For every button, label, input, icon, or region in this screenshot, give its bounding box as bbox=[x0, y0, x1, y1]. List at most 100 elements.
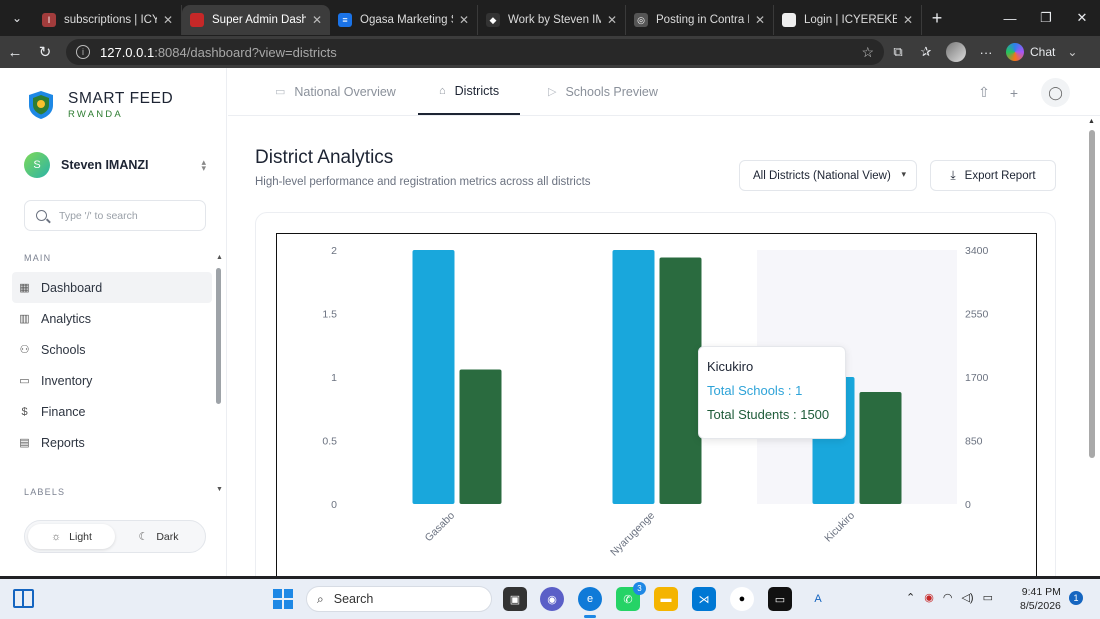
user-name: Steven IMANZI bbox=[61, 158, 149, 172]
browser-tab[interactable]: ◎ Posting in Contra Portfolio ✕ bbox=[626, 5, 774, 35]
wifi-icon[interactable]: ◠ bbox=[942, 592, 953, 604]
folder-icon: ▭ bbox=[19, 375, 30, 387]
browser-tab[interactable]: Login | ICYEREKEZO Club ✕ bbox=[774, 5, 922, 35]
sidebar-scrollbar[interactable]: ▲ ▼ bbox=[216, 254, 223, 498]
tab-label: National Overview bbox=[294, 84, 396, 99]
theme-dark-option[interactable]: ☾ Dark bbox=[115, 524, 202, 549]
export-report-button[interactable]: ⤓ Export Report bbox=[930, 160, 1056, 191]
close-tab-icon[interactable]: ✕ bbox=[162, 13, 173, 27]
bar-chart-icon: ▥ bbox=[19, 313, 30, 325]
scroll-up-icon[interactable]: ▲ bbox=[216, 254, 223, 261]
notification-badge[interactable]: 1 bbox=[1069, 591, 1083, 605]
sidebar-item-analytics[interactable]: ▥ Analytics bbox=[12, 303, 212, 334]
sidebar-search[interactable]: Type '/' to search bbox=[24, 200, 206, 231]
view-tabs: ▭ National Overview ⌂ Districts ▷ School… bbox=[228, 68, 1100, 116]
edge-icon[interactable]: e bbox=[578, 587, 602, 611]
back-button[interactable]: ← bbox=[7, 43, 23, 61]
tab-search-chevron-icon[interactable]: ⌄ bbox=[11, 11, 23, 25]
taskbar-search[interactable]: ⌕ Search bbox=[306, 586, 492, 612]
x-tick-label: Nyarugenge bbox=[608, 510, 657, 559]
brand[interactable]: SMART FEED RWANDA bbox=[28, 90, 173, 120]
start-button[interactable] bbox=[273, 589, 293, 609]
sidebar-scroll-thumb[interactable] bbox=[216, 268, 221, 404]
scroll-up-icon[interactable]: ▲ bbox=[1088, 118, 1095, 125]
address-bar[interactable]: i 127.0.0.1 :8084/dashboard?view=distric… bbox=[66, 39, 884, 65]
bar-total-students bbox=[859, 391, 902, 504]
y-right-tick-label: 3400 bbox=[965, 245, 989, 257]
whatsapp-icon[interactable]: ✆ 3 bbox=[616, 582, 646, 611]
main-scrollbar[interactable]: ▲ ▼ bbox=[1086, 116, 1100, 576]
close-tab-icon[interactable]: ✕ bbox=[754, 13, 765, 27]
reload-button[interactable]: ↻ bbox=[38, 44, 52, 61]
close-tab-icon[interactable]: ✕ bbox=[311, 13, 322, 27]
close-tab-icon[interactable]: ✕ bbox=[902, 13, 913, 27]
y-right-tick-label: 0 bbox=[965, 499, 971, 511]
terminal-icon[interactable]: ▭ bbox=[768, 587, 792, 611]
chevron-down-icon[interactable]: ⌄ bbox=[1067, 45, 1078, 59]
sidebar-item-inventory[interactable]: ▭ Inventory bbox=[12, 365, 212, 396]
tab-national-overview[interactable]: ▭ National Overview bbox=[275, 68, 396, 115]
plus-icon[interactable]: + bbox=[1009, 84, 1019, 101]
browser-tab[interactable]: Super Admin Dashboard ✕ bbox=[182, 5, 330, 35]
page-title: District Analytics bbox=[255, 147, 394, 168]
restore-icon[interactable]: ❐ bbox=[1040, 10, 1052, 25]
security-icon[interactable]: ◉ bbox=[924, 592, 934, 604]
close-window-icon[interactable]: ✕ bbox=[1076, 10, 1088, 25]
profile-user-icon[interactable]: ◯ bbox=[1041, 78, 1070, 107]
tab-label: Districts bbox=[454, 83, 500, 98]
battery-icon[interactable]: ▭ bbox=[982, 592, 993, 604]
sidebar-item-dashboard[interactable]: ▦ Dashboard bbox=[12, 272, 212, 303]
vscode-icon[interactable]: ⋊ bbox=[692, 587, 716, 611]
tab-label: Schools Preview bbox=[565, 84, 658, 99]
sidebar-item-schools[interactable]: ⚇ Schools bbox=[12, 334, 212, 365]
tab-districts[interactable]: ⌂ Districts bbox=[418, 68, 521, 115]
file-explorer-icon[interactable]: ▬ bbox=[654, 587, 678, 611]
browser-tab[interactable]: ◆ Work by Steven IMANZI ✕ bbox=[478, 5, 626, 35]
upload-icon[interactable]: ⇧ bbox=[978, 84, 990, 100]
app-a-icon[interactable]: A bbox=[806, 587, 830, 611]
browser-tab[interactable]: ≡ Ogasa Marketing Strategy ✕ bbox=[330, 5, 478, 35]
sidebar: SMART FEED RWANDA S Steven IMANZI ▴ ▾ Typ… bbox=[0, 68, 227, 576]
copilot-chat-button[interactable]: Chat ⌄ bbox=[1006, 43, 1077, 61]
minimize-icon[interactable]: — bbox=[1003, 10, 1017, 26]
tab-title: subscriptions | ICYEREKEZO bbox=[64, 14, 157, 26]
scroll-down-icon[interactable]: ▼ bbox=[216, 486, 223, 493]
close-tab-icon[interactable]: ✕ bbox=[458, 13, 469, 27]
theme-toggle[interactable]: ☼ Light ☾ Dark bbox=[24, 520, 206, 553]
chevron-updown-icon[interactable]: ▴ ▾ bbox=[201, 157, 206, 173]
widgets-icon[interactable] bbox=[13, 589, 34, 608]
favorites-icon[interactable]: ✰ bbox=[920, 44, 932, 59]
task-view-icon[interactable]: ▣ bbox=[503, 587, 527, 611]
site-info-icon[interactable]: i bbox=[76, 45, 90, 59]
tab-favicon-icon: ◆ bbox=[486, 13, 500, 27]
app-panda-icon[interactable]: ● bbox=[730, 587, 754, 611]
main-content: District Analytics High-level performanc… bbox=[228, 116, 1086, 576]
page-viewport: SMART FEED RWANDA S Steven IMANZI ▴ ▾ Typ… bbox=[0, 68, 1100, 576]
play-icon: ▷ bbox=[548, 86, 557, 98]
main-scroll-thumb[interactable] bbox=[1089, 130, 1095, 458]
volume-icon[interactable]: ◁) bbox=[961, 592, 974, 604]
tab-schools-preview[interactable]: ▷ Schools Preview bbox=[548, 68, 658, 115]
browser-profile-avatar[interactable] bbox=[946, 42, 966, 62]
search-input[interactable]: Type '/' to search bbox=[59, 209, 138, 222]
chevron-up-icon[interactable]: ⌃ bbox=[906, 592, 916, 604]
teams-chat-icon[interactable]: ◉ bbox=[540, 587, 564, 611]
shield-logo-icon bbox=[29, 91, 53, 119]
bookmark-star-icon[interactable]: ☆ bbox=[861, 43, 874, 60]
new-tab-button[interactable]: + bbox=[931, 7, 943, 28]
tab-title: Super Admin Dashboard bbox=[212, 14, 306, 26]
district-select[interactable]: All Districts (National View) ▾ bbox=[739, 160, 917, 191]
user-switcher[interactable]: S Steven IMANZI ▴ ▾ bbox=[24, 152, 206, 178]
chevron-down-icon: ▾ bbox=[901, 169, 906, 179]
close-tab-icon[interactable]: ✕ bbox=[606, 13, 617, 27]
clock-time: 9:41 PM bbox=[1021, 586, 1061, 598]
theme-light-option[interactable]: ☼ Light bbox=[28, 524, 115, 549]
browser-toolbar: ← ↻ i 127.0.0.1 :8084/dashboard?view=dis… bbox=[0, 36, 1100, 68]
extensions-icon[interactable]: ⧉ bbox=[893, 44, 903, 59]
taskbar-clock[interactable]: 9:41 PM 8/5/2026 bbox=[1020, 585, 1061, 613]
more-menu-icon[interactable]: ··· bbox=[979, 44, 993, 60]
sidebar-item-reports[interactable]: ▤ Reports bbox=[12, 427, 212, 458]
sidebar-item-finance[interactable]: $ Finance bbox=[12, 396, 212, 427]
sidebar-nav: ▦ Dashboard ▥ Analytics ⚇ Schools ▭ Inventory $ F… bbox=[12, 272, 212, 458]
